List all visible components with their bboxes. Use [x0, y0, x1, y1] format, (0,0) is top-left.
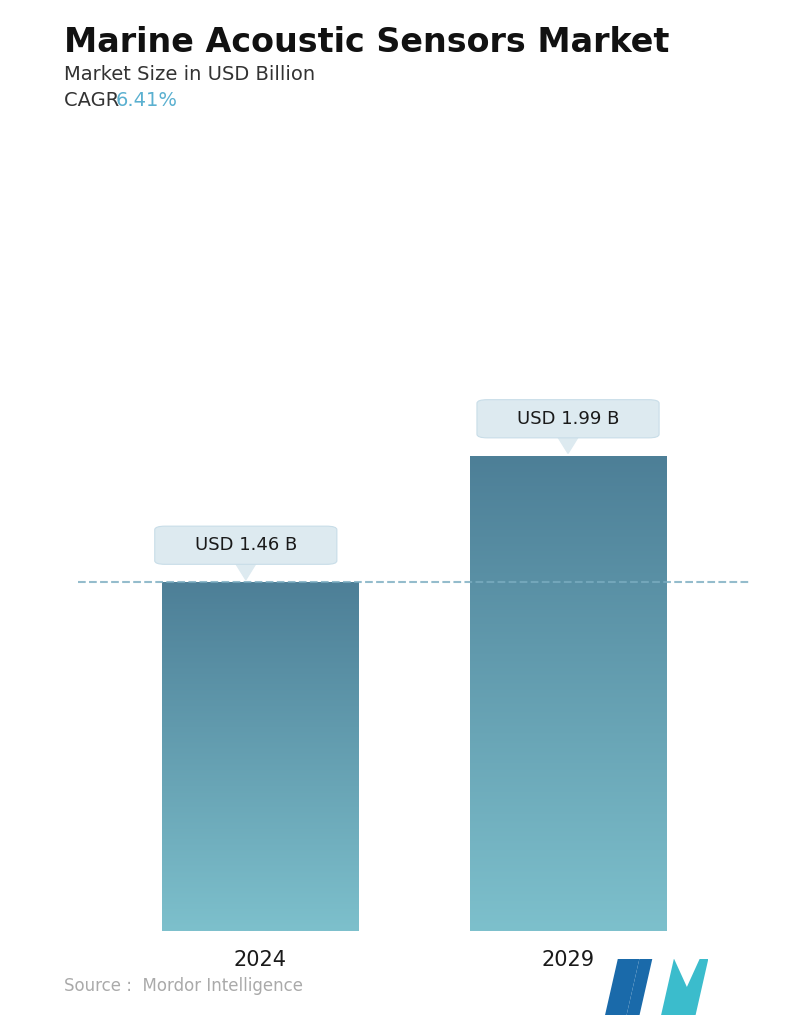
- Polygon shape: [233, 559, 259, 580]
- Text: Marine Acoustic Sensors Market: Marine Acoustic Sensors Market: [64, 26, 669, 59]
- Text: Source :  Mordor Intelligence: Source : Mordor Intelligence: [64, 977, 302, 995]
- FancyBboxPatch shape: [154, 526, 337, 565]
- Polygon shape: [556, 433, 580, 453]
- Text: Market Size in USD Billion: Market Size in USD Billion: [64, 65, 314, 84]
- Polygon shape: [661, 959, 708, 1015]
- Text: 6.41%: 6.41%: [115, 91, 178, 110]
- FancyBboxPatch shape: [477, 400, 659, 437]
- Polygon shape: [626, 959, 653, 1015]
- Polygon shape: [605, 959, 639, 1015]
- Text: USD 1.99 B: USD 1.99 B: [517, 409, 619, 428]
- Text: USD 1.46 B: USD 1.46 B: [195, 537, 297, 554]
- Text: CAGR: CAGR: [64, 91, 125, 110]
